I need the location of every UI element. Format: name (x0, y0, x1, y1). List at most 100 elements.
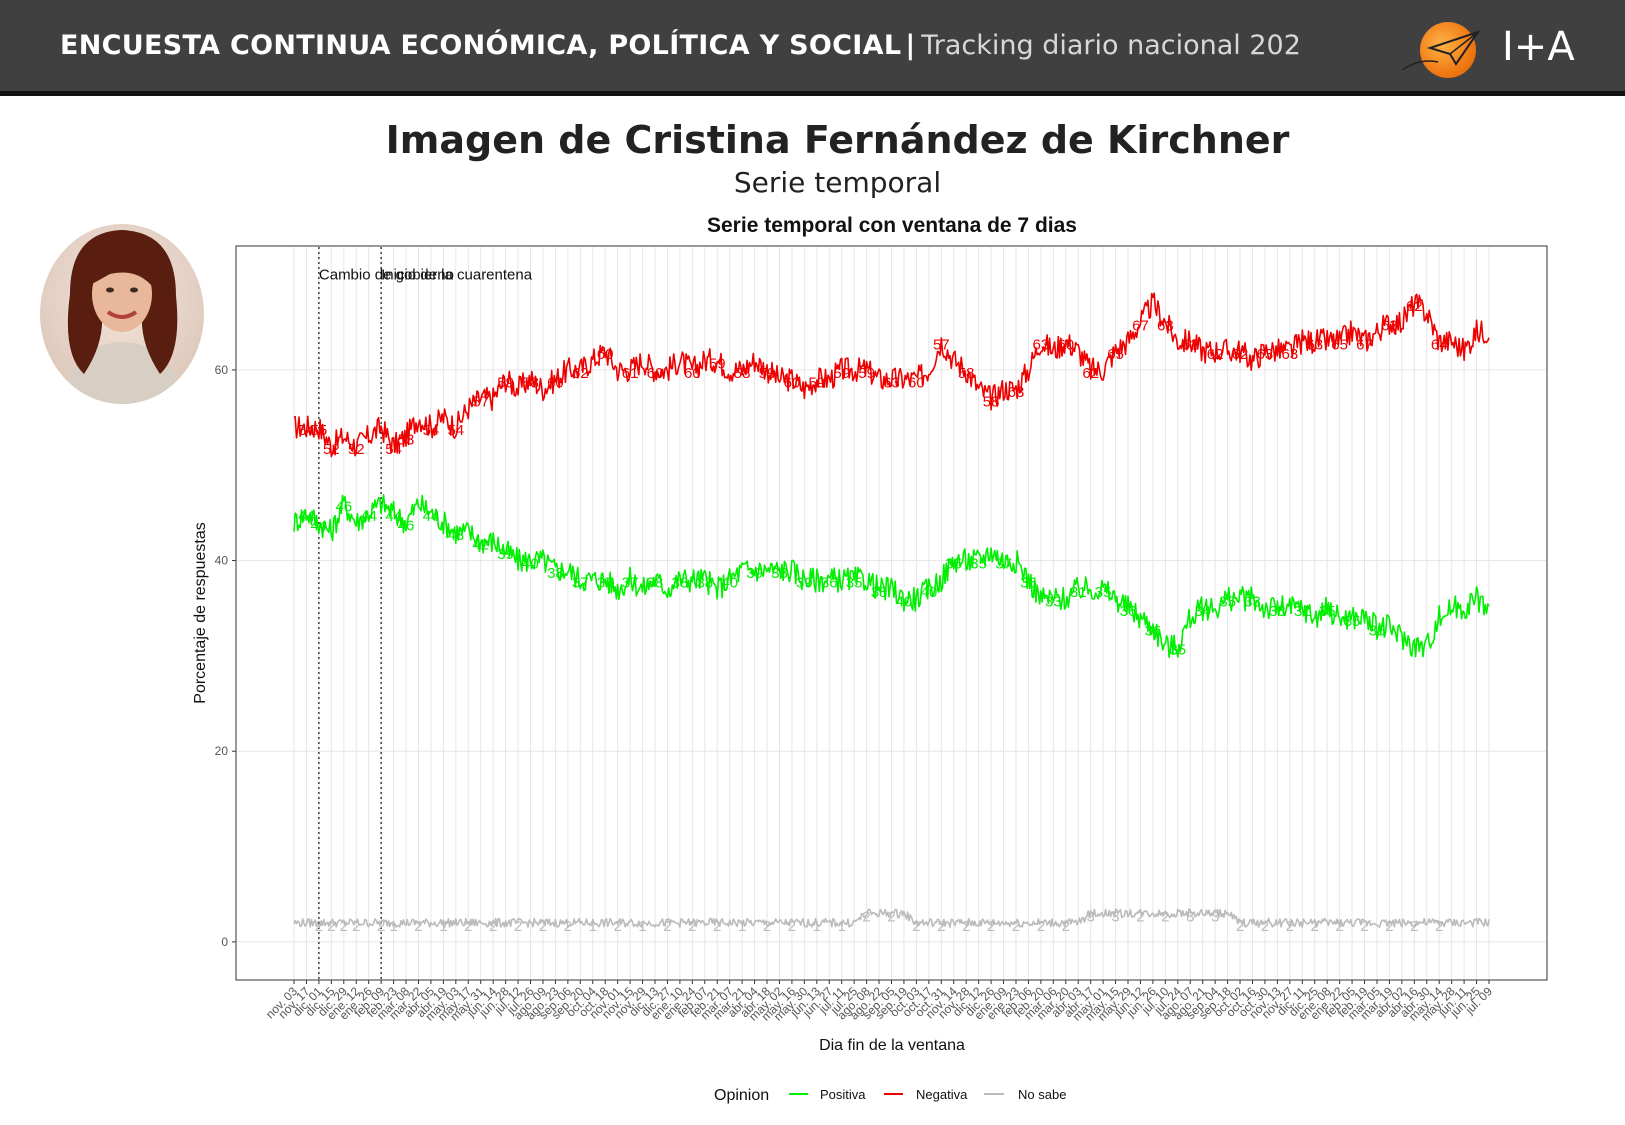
data-label: 35 (1344, 613, 1361, 630)
data-label: 2 (987, 918, 995, 935)
data-label: 2 (1136, 908, 1144, 925)
data-label: 63 (1257, 346, 1274, 363)
data-label: 52 (323, 441, 340, 458)
data-label: 63 (883, 374, 900, 391)
data-label: 42 (472, 537, 489, 554)
data-label: 2 (539, 918, 547, 935)
annotation-label: Cambio de gobierno (319, 266, 454, 283)
data-label: 2 (962, 918, 970, 935)
chart-title: Serie temporal con ventana de 7 dias (707, 214, 1077, 237)
data-label: 54 (385, 441, 402, 458)
data-label: 60 (908, 374, 925, 391)
data-label: 40 (896, 594, 913, 611)
data-label: 2 (1385, 918, 1393, 935)
data-label: 3 (1086, 908, 1094, 925)
header-title-light: Tracking diario nacional 202 (921, 30, 1301, 61)
data-label: 2 (464, 918, 472, 935)
data-label: 2 (327, 918, 335, 935)
data-label: 44 (311, 517, 328, 534)
data-label: 37 (995, 556, 1012, 573)
data-label: 2 (1236, 918, 1244, 935)
data-label: 62 (572, 365, 589, 382)
data-label: 67 (1132, 317, 1149, 334)
data-label: 44 (298, 508, 315, 525)
data-label: 2 (1012, 918, 1020, 935)
y-tick-label: 60 (215, 363, 229, 377)
data-label: 40 (522, 556, 539, 573)
data-label: 59 (497, 374, 514, 391)
page-title: Imagen de Cristina Fernández de Kirchner (385, 118, 1290, 162)
data-label: 37 (622, 575, 639, 592)
data-label: 35 (945, 556, 962, 573)
data-label: 2 (912, 918, 920, 935)
data-label: 2 (1062, 918, 1070, 935)
series-line-negativa (293, 292, 1490, 458)
data-label: 38 (672, 575, 689, 592)
data-label: 1 (638, 918, 646, 935)
y-tick-label: 0 (221, 935, 228, 949)
data-label: 1 (738, 918, 746, 935)
data-label: 57 (472, 394, 489, 411)
data-label: 2 (887, 908, 895, 925)
data-label: 59 (833, 365, 850, 382)
data-label: 58 (734, 365, 751, 382)
data-label: 39 (497, 546, 514, 563)
data-label: 1 (838, 918, 846, 935)
y-axis-title: Porcentaje de respuestas (192, 522, 209, 703)
data-label: 2 (688, 918, 696, 935)
data-label: 44 (385, 508, 402, 525)
data-label: 2 (1410, 918, 1418, 935)
data-label: 60 (547, 374, 564, 391)
data-label: 31 (1294, 603, 1311, 620)
data-label: 35 (970, 556, 987, 573)
data-label: 33 (1269, 603, 1286, 620)
data-label: 60 (1057, 336, 1074, 353)
data-label: 1 (813, 918, 821, 935)
data-label: 2 (514, 918, 522, 935)
data-label: 2 (1261, 918, 1269, 935)
data-label: 63 (1157, 317, 1174, 334)
data-label: 60 (597, 346, 614, 363)
y-tick-label: 40 (215, 554, 229, 568)
paper-plane-icon (1401, 30, 1481, 71)
page-subtitle: Serie temporal (733, 166, 942, 199)
data-label: 35 (1020, 575, 1037, 592)
data-label: 2 (315, 918, 323, 935)
data-label: 46 (398, 517, 415, 534)
data-label: 2 (377, 918, 385, 935)
data-label: 38 (871, 584, 888, 601)
data-label: 2 (564, 918, 572, 935)
y-tick-label: 20 (215, 744, 229, 758)
series-line-no-sabe (293, 908, 1490, 928)
data-label: 40 (921, 584, 938, 601)
portrait-image (40, 224, 204, 404)
data-label: 59 (759, 365, 776, 382)
data-label: 2 (663, 918, 671, 935)
data-label: 46 (335, 498, 352, 515)
data-label: 36 (821, 575, 838, 592)
data-label: 44 (360, 508, 377, 525)
legend: Opinion Positiva Negativa No sabe (714, 1087, 1066, 1104)
header-title: ENCUESTA CONTINUA ECONÓMICA, POLÍTICA Y … (60, 30, 1301, 61)
data-label: 59 (709, 355, 726, 372)
data-label: 2 (763, 918, 771, 935)
header-title-bold: ENCUESTA CONTINUA ECONÓMICA, POLÍTICA Y … (60, 30, 902, 61)
data-label: 3 (1111, 908, 1119, 925)
data-label: 61 (622, 365, 639, 382)
data-label: 58 (958, 365, 975, 382)
data-label: 60 (647, 365, 664, 382)
data-label: 62 (1232, 346, 1249, 363)
data-label: 52 (348, 441, 365, 458)
data-label: 58 (983, 394, 1000, 411)
data-label: 35 (1169, 641, 1186, 658)
data-label: 36 (1145, 622, 1162, 639)
data-label: 35 (1319, 603, 1336, 620)
data-label: 55 (311, 422, 328, 439)
data-label: 3 (1211, 908, 1219, 925)
data-label: 38 (547, 565, 564, 582)
data-label: 38 (771, 565, 788, 582)
data-label: 57 (933, 336, 950, 353)
data-label: 64 (1431, 336, 1448, 353)
data-label: 37 (597, 575, 614, 592)
